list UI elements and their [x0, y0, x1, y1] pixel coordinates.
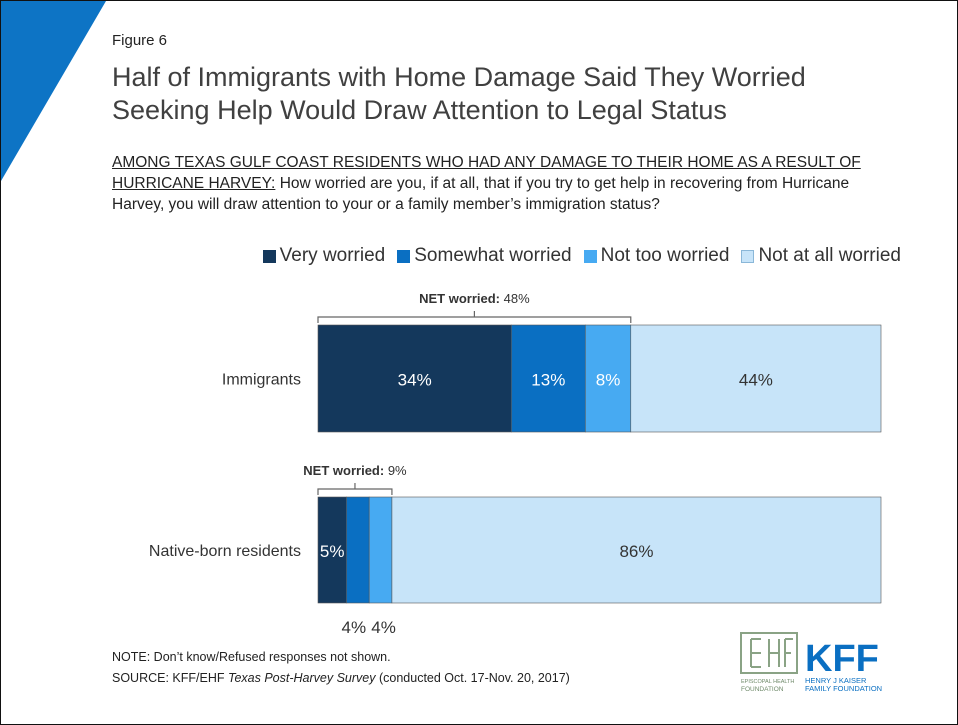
data-label-very-worried-immigrants: 34% [398, 371, 432, 390]
legend-label: Not at all worried [758, 245, 901, 266]
source-note: NOTE: Don’t know/Refused responses not s… [112, 647, 570, 689]
data-label-somewhat-worried-immigrants: 13% [531, 371, 565, 390]
chart-subtitle: AMONG TEXAS GULF COAST RESIDENTS WHO HAD… [112, 152, 892, 215]
legend-item-very-worried: Very worried [262, 245, 386, 267]
data-label-somewhat-worried-native-born-residents: 4% [342, 618, 367, 637]
data-label-not-at-all-worried-immigrants: 44% [739, 371, 773, 390]
net-worried-bracket-immigrants [317, 316, 632, 323]
kff-line-2: FAMILY FOUNDATION [805, 684, 882, 693]
bar-segment-not-too-worried-native-born-residents [368, 496, 393, 604]
net-worried-annotation-immigrants: NET worried: 48% [419, 291, 530, 306]
ehf-line-2: FOUNDATION [741, 686, 784, 693]
bar-segment-very-worried-native-born-residents [317, 496, 347, 604]
legend-label: Somewhat worried [414, 245, 572, 266]
source-prefix: SOURCE: KFF/EHF [112, 671, 228, 685]
bar-segment-somewhat-worried-immigrants [511, 324, 586, 433]
ehf-line-1: EPISCOPAL HEALTH [741, 679, 794, 685]
data-label-not-too-worried-native-born-residents: 4% [371, 618, 396, 637]
data-label-very-worried-native-born-residents: 5% [320, 542, 345, 561]
title-line-2: Seeking Help Would Draw Attention to Leg… [112, 95, 727, 125]
bar-segment-not-at-all-worried-native-born-residents [391, 496, 882, 604]
bar-segment-not-too-worried-immigrants [584, 324, 632, 433]
subtitle-population: AMONG TEXAS GULF COAST RESIDENTS WHO HAD… [112, 154, 861, 192]
source-text: SOURCE: KFF/EHF Texas Post-Harvey Survey… [112, 668, 570, 689]
category-label-native-born-residents: Native-born residents [149, 543, 301, 560]
legend-swatch [262, 249, 276, 263]
legend-swatch [741, 249, 755, 263]
bar-segment-very-worried-immigrants [317, 324, 512, 433]
subtitle-question: How worried are you, if at all, that if … [112, 175, 850, 213]
figure-label: Figure 6 [112, 32, 168, 49]
legend-swatch [583, 249, 597, 263]
legend-item-somewhat-worried: Somewhat worried [397, 245, 572, 267]
kff-line-1: HENRY J KAISER [805, 676, 867, 685]
source-survey-title: Texas Post-Harvey Survey [227, 671, 376, 685]
title-line-1: Half of Immigrants with Home Damage Said… [112, 62, 806, 92]
legend-item-not-too-worried: Not too worried [583, 245, 730, 267]
kff-wordmark: KFF [805, 638, 879, 680]
bar-segment-somewhat-worried-native-born-residents [346, 496, 370, 604]
chart-title: Half of Immigrants with Home Damage Said… [112, 61, 932, 127]
corner-accent-triangle [1, 1, 106, 181]
data-label-not-too-worried-immigrants: 8% [596, 371, 621, 390]
legend-label: Very worried [279, 245, 386, 266]
ehf-logo-mark [740, 632, 798, 674]
bar-segment-not-at-all-worried-immigrants [630, 324, 882, 433]
stacked-bar-chart: Immigrants 34% 13% 8% 44% NET worried: 48% Nat… [149, 291, 882, 637]
note-text: NOTE: Don’t know/Refused responses not s… [112, 650, 391, 664]
ehf-kff-logo: EPISCOPAL HEALTH FOUNDATION KFF HENRY J … [740, 632, 882, 693]
chart-legend: Very worried Somewhat worried Not too worr… [1, 245, 901, 267]
source-suffix: (conducted Oct. 17-Nov. 20, 2017) [375, 671, 570, 685]
category-label-immigrants: Immigrants [222, 372, 301, 389]
data-label-not-at-all-worried-native-born-residents: 86% [619, 542, 653, 561]
legend-item-not-at-all-worried: Not at all worried [741, 245, 901, 267]
net-worried-bracket-native-born-residents [317, 488, 393, 495]
legend-swatch [397, 249, 411, 263]
net-worried-annotation-native-born-residents: NET worried: 9% [303, 463, 407, 478]
legend-label: Not too worried [600, 245, 730, 266]
